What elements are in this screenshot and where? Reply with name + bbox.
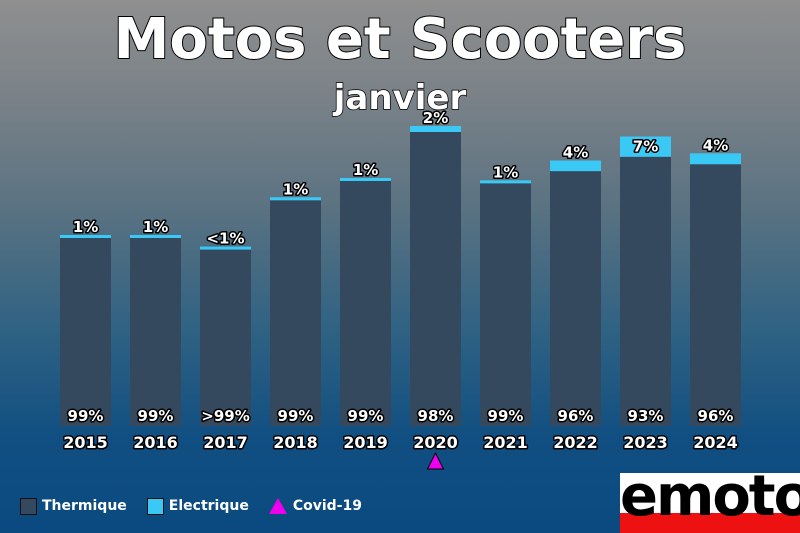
tick-label-2020: 2020 [413,433,458,452]
tick-label-2019: 2019 [343,433,388,452]
logo-red-band [620,513,800,533]
bar-electrique-2021 [480,180,531,184]
bar-electrique-2024 [690,153,741,165]
tick-label-2018: 2018 [273,433,318,452]
bar-thermique-2018 [270,200,321,426]
tick-label-2017: 2017 [203,433,248,452]
bar-thermique-2024 [690,164,741,426]
label-thermique-2021: 99% [488,407,524,425]
label-thermique-2018: 99% [278,407,314,425]
label-electrique-2020: 2% [423,109,448,127]
bar-electrique-2016 [130,234,181,238]
tick-label-2023: 2023 [623,433,668,452]
label-thermique-2017: >99% [201,407,249,425]
bar-thermique-2023 [620,156,671,426]
label-electrique-2022: 4% [563,144,588,162]
bar-thermique-2017 [200,249,251,426]
label-thermique-2015: 99% [68,407,104,425]
label-electrique-2024: 4% [703,136,728,154]
emoto-logo[interactable]: emoto [620,473,800,533]
tick-label-2015: 2015 [63,433,108,452]
bar-thermique-2016 [130,237,181,426]
tick-label-2024: 2024 [693,433,738,452]
legend-swatch-electrique [146,497,164,515]
bar-electrique-2019 [340,177,391,181]
label-electrique-2021: 1% [493,163,518,181]
bar-thermique-2015 [60,237,111,426]
bar-thermique-2019 [340,180,391,426]
bar-electrique-2018 [270,197,321,201]
label-thermique-2024: 96% [698,407,734,425]
bar-thermique-2021 [480,183,531,426]
legend-label-covid: Covid-19 [292,498,362,514]
legend-swatch-thermique [20,497,37,515]
bar-thermique-2022 [550,171,601,426]
bar-electrique-2022 [550,160,601,172]
tick-label-2021: 2021 [483,433,528,452]
bar-thermique-2020 [410,132,461,426]
bar-electrique-2020 [410,126,461,132]
label-thermique-2019: 99% [348,407,384,425]
label-electrique-2018: 1% [283,180,308,198]
label-electrique-2017: <1% [206,230,244,248]
tick-label-2022: 2022 [553,433,598,452]
label-thermique-2023: 93% [628,407,664,425]
label-electrique-2015: 1% [73,218,98,236]
legend-item-thermique: Thermique [20,497,127,515]
label-thermique-2016: 99% [138,407,174,425]
legend-label-thermique: Thermique [42,498,127,514]
legend: Thermique Electrique Covid-19 [20,495,382,517]
legend-label-electrique: Electrique [168,498,249,514]
label-thermique-2022: 96% [558,407,594,425]
bar-electrique-2023 [620,136,671,157]
chart-subtitle: janvier [333,77,467,119]
triangle-icon [268,498,287,514]
bar-electrique-2017 [200,246,251,250]
label-electrique-2016: 1% [143,218,168,236]
label-thermique-2020: 98% [418,407,454,425]
legend-item-electrique: Electrique [146,497,249,515]
logo-text: emoto [620,473,800,529]
legend-item-covid: Covid-19 [268,498,362,514]
label-electrique-2019: 1% [353,161,378,179]
label-electrique-2023: 7% [633,138,658,156]
bar-electrique-2015 [60,234,111,238]
chart-title: Motos et Scooters [113,6,688,73]
tick-label-2016: 2016 [133,433,178,452]
covid-marker-2020 [426,451,445,470]
